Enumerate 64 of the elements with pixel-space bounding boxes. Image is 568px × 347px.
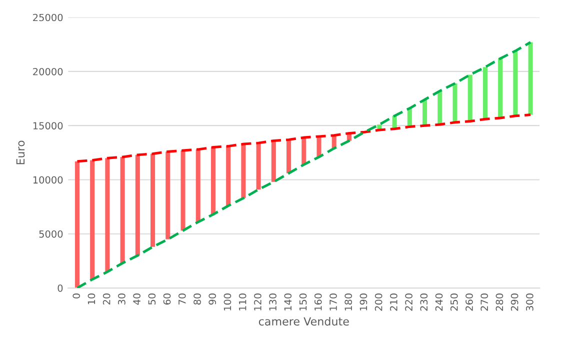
y-tick-label: 25000	[33, 14, 63, 22]
x-tick-label: 290	[510, 294, 518, 311]
x-tick-label: 270	[480, 294, 488, 311]
x-tick-label: 110	[238, 294, 246, 310]
x-tick-label: 130	[269, 294, 276, 310]
x-tick-label: 160	[314, 294, 322, 310]
x-tick-label: 30	[118, 294, 126, 304]
x-tick-label: 90	[208, 294, 216, 305]
x-tick-label: 150	[299, 294, 307, 310]
x-tick-label: 100	[224, 294, 232, 310]
x-tick-label: 80	[194, 294, 201, 305]
x-tick-label: 0	[72, 294, 80, 298]
y-tick-label: 20000	[33, 68, 63, 76]
y-tick-label: 10000	[33, 176, 63, 184]
x-tick-label: 190	[360, 294, 368, 310]
bar	[528, 42, 533, 115]
x-tick-label: 280	[496, 294, 504, 311]
x-tick-label: 70	[178, 294, 186, 304]
x-tick-label: 180	[344, 294, 352, 310]
x-tick-label: 220	[405, 294, 412, 311]
line-series	[76, 114, 532, 163]
bar	[90, 160, 95, 280]
bar	[74, 161, 80, 288]
bar	[302, 138, 306, 165]
y-tick-label: 5000	[39, 230, 63, 238]
bar	[256, 142, 261, 190]
bar	[482, 67, 488, 120]
x-tick-label: 120	[254, 294, 262, 310]
bar	[271, 140, 276, 182]
bar	[241, 144, 246, 198]
y-tick-label: 15000	[33, 122, 63, 130]
x-tick-label: 250	[450, 294, 458, 311]
x-tick-label: 240	[435, 294, 443, 311]
x-tick-label: 60	[163, 294, 171, 305]
x-tick-label: 50	[148, 294, 156, 304]
bar	[210, 147, 216, 214]
bar	[498, 58, 503, 118]
x-tick-label: 210	[390, 294, 398, 311]
line-series	[76, 41, 532, 288]
x-tick-label: 170	[330, 294, 337, 310]
bar	[180, 150, 186, 231]
bar	[226, 146, 231, 206]
bar	[105, 158, 110, 272]
x-tick-label: 200	[374, 294, 382, 311]
x-tick-label: 20	[102, 294, 110, 305]
y-tick-label: 0	[58, 284, 63, 292]
bar	[120, 157, 125, 264]
x-tick-label: 140	[284, 294, 292, 310]
y-axis-title: Euro	[16, 140, 25, 164]
x-tick-label: 40	[133, 294, 140, 305]
bar	[513, 50, 518, 116]
bar	[452, 83, 458, 122]
bar	[438, 90, 442, 125]
x-tick-label: 260	[466, 294, 473, 311]
bar	[196, 149, 200, 222]
x-tick-label: 10	[88, 294, 96, 304]
bar	[286, 140, 292, 174]
bar	[150, 154, 156, 247]
x-axis-title: camere Vendute	[258, 316, 349, 326]
bar	[166, 152, 170, 240]
x-tick-label: 230	[420, 294, 428, 311]
bar	[468, 74, 472, 122]
bar	[135, 154, 140, 256]
x-tick-label: 300	[526, 294, 534, 311]
